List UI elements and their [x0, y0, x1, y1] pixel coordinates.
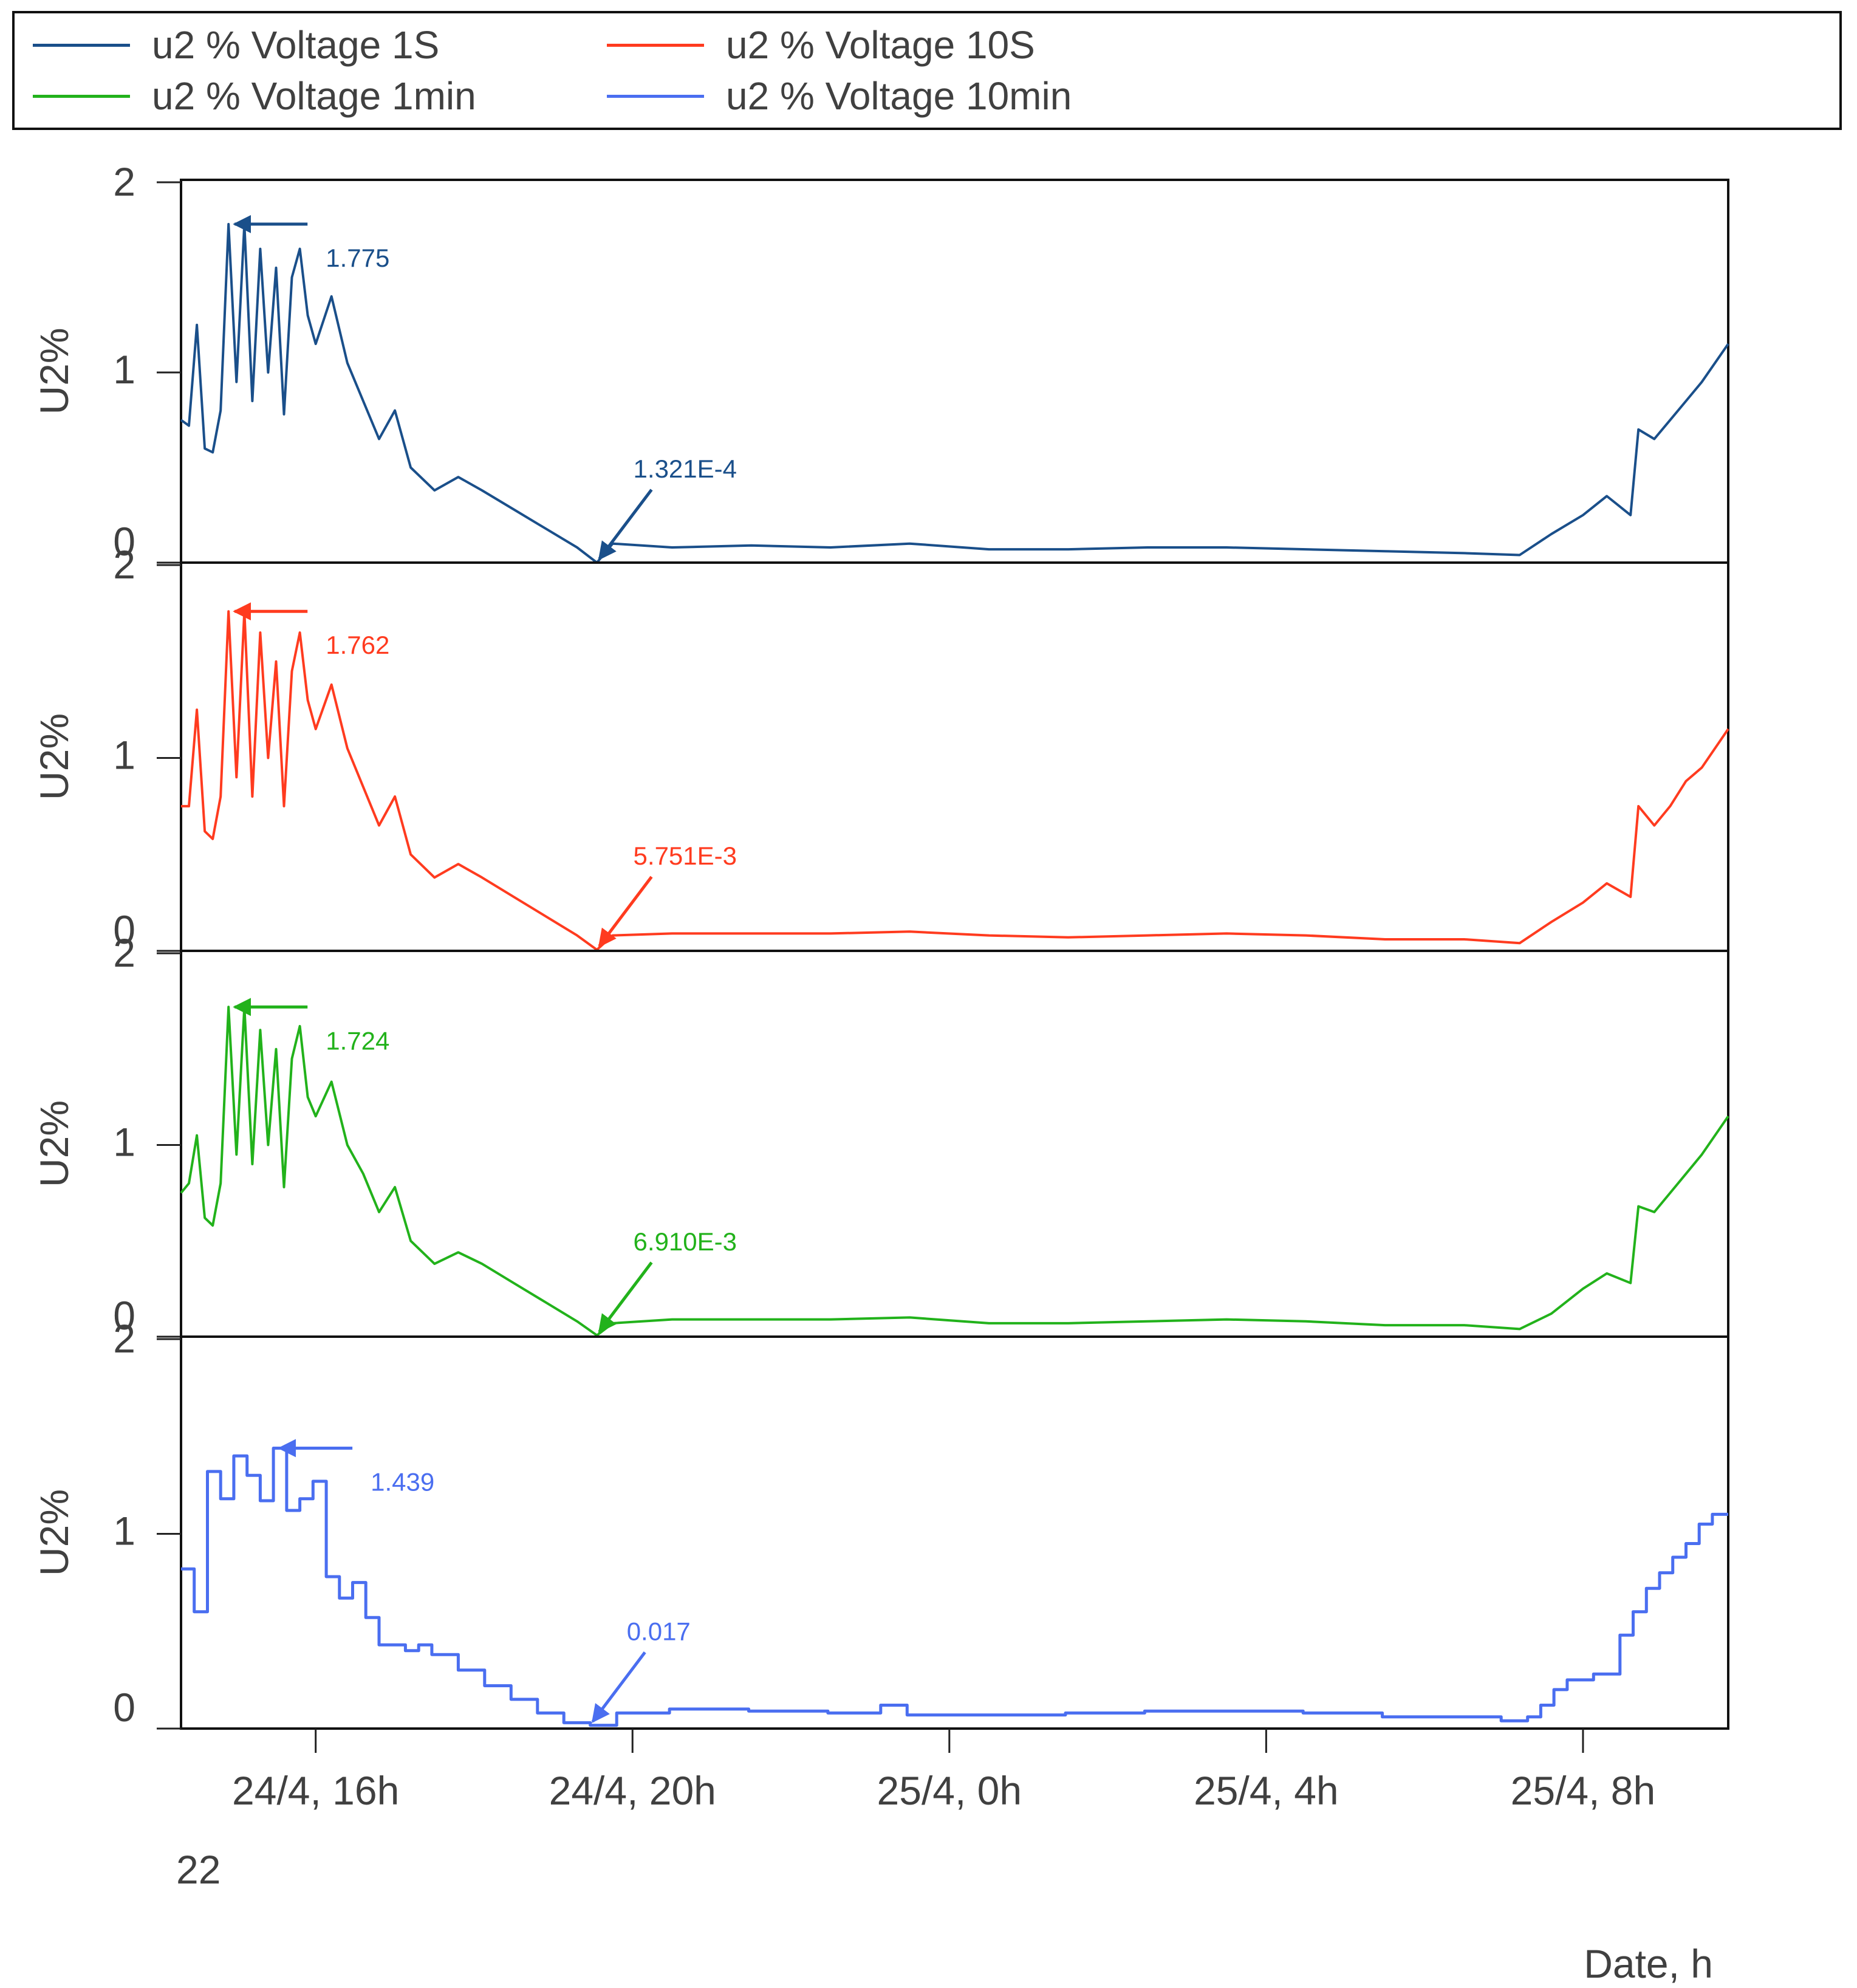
year-label: 22 [176, 1847, 221, 1892]
series-line-1min [180, 1006, 1729, 1337]
series-line-10s [181, 610, 1729, 951]
x-tick-label-3: 25/4, 4h [1194, 1768, 1339, 1813]
min-label-1min: 6.910E-3 [634, 1227, 737, 1256]
max-label-10s: 1.762 [326, 631, 389, 659]
y-tick-label-1s-2: 2 [113, 159, 135, 204]
plot-frame-1min [180, 950, 1729, 1338]
y-axis-label-1min: U2% [32, 1100, 77, 1187]
legend-entry-10min[interactable]: u2 % Voltage 10min [607, 72, 1072, 120]
y-tick-label-10min-2: 2 [113, 1316, 135, 1361]
legend-swatch-1min [33, 94, 130, 98]
min-arrow-10s [598, 876, 653, 948]
plot-frame-1s [180, 179, 1729, 564]
series-line-10min [181, 1447, 1728, 1727]
max-label-1s: 1.775 [326, 244, 389, 272]
legend-label-1s: u2 % Voltage 1S [152, 23, 440, 67]
x-axis-label: Date, h [1584, 1941, 1713, 1986]
y-tick-label-1min-1: 1 [113, 1120, 135, 1165]
plot-frame-10s [180, 561, 1729, 952]
min-arrow-1min [598, 1261, 653, 1334]
series-line-1s [180, 222, 1729, 564]
y-tick-label-10s-1: 1 [113, 733, 135, 778]
min-arrow-1s [598, 488, 653, 561]
x-tick-label-1: 24/4, 20h [549, 1768, 716, 1813]
y-axis-label-10min: U2% [32, 1489, 77, 1576]
y-tick-label-10s-0: 0 [113, 907, 135, 952]
y-tick-label-1min-2: 2 [113, 930, 135, 975]
x-tick-label-0: 24/4, 16h [232, 1768, 399, 1813]
y-tick-label-1min-0: 0 [113, 1293, 135, 1338]
legend-entry-1min[interactable]: u2 % Voltage 1min [33, 72, 476, 120]
y-axis-label-1s: U2% [32, 327, 77, 414]
y-axis-label-10s: U2% [32, 713, 77, 800]
legend-label-1min: u2 % Voltage 1min [152, 74, 476, 118]
y-tick-label-10min-1: 1 [113, 1509, 135, 1554]
legend-swatch-10s [607, 43, 704, 47]
legend-label-10min: u2 % Voltage 10min [726, 74, 1072, 118]
min-label-1s: 1.321E-4 [634, 454, 737, 483]
legend-swatch-1s [33, 43, 130, 47]
max-label-10min: 1.439 [371, 1467, 434, 1496]
plot-frame-10min [180, 1335, 1729, 1730]
min-label-10min: 0.017 [627, 1617, 691, 1646]
min-arrow-10min [591, 1651, 646, 1723]
chart-legend: u2 % Voltage 1S u2 % Voltage 10S u2 % Vo… [12, 11, 1842, 130]
legend-entry-10s[interactable]: u2 % Voltage 10S [607, 21, 1035, 69]
legend-swatch-10min [607, 94, 704, 98]
y-tick-label-1s-1: 1 [113, 347, 135, 392]
max-label-1min: 1.724 [326, 1026, 389, 1055]
y-tick-label-1s-0: 0 [113, 519, 135, 564]
x-tick-label-2: 25/4, 0h [877, 1768, 1022, 1813]
y-tick-label-10min-0: 0 [113, 1685, 135, 1730]
x-tick-label-4: 25/4, 8h [1511, 1768, 1656, 1813]
min-label-10s: 5.751E-3 [634, 841, 737, 870]
legend-label-10s: u2 % Voltage 10S [726, 23, 1035, 67]
legend-entry-1s[interactable]: u2 % Voltage 1S [33, 21, 439, 69]
y-tick-label-10s-2: 2 [113, 542, 135, 587]
